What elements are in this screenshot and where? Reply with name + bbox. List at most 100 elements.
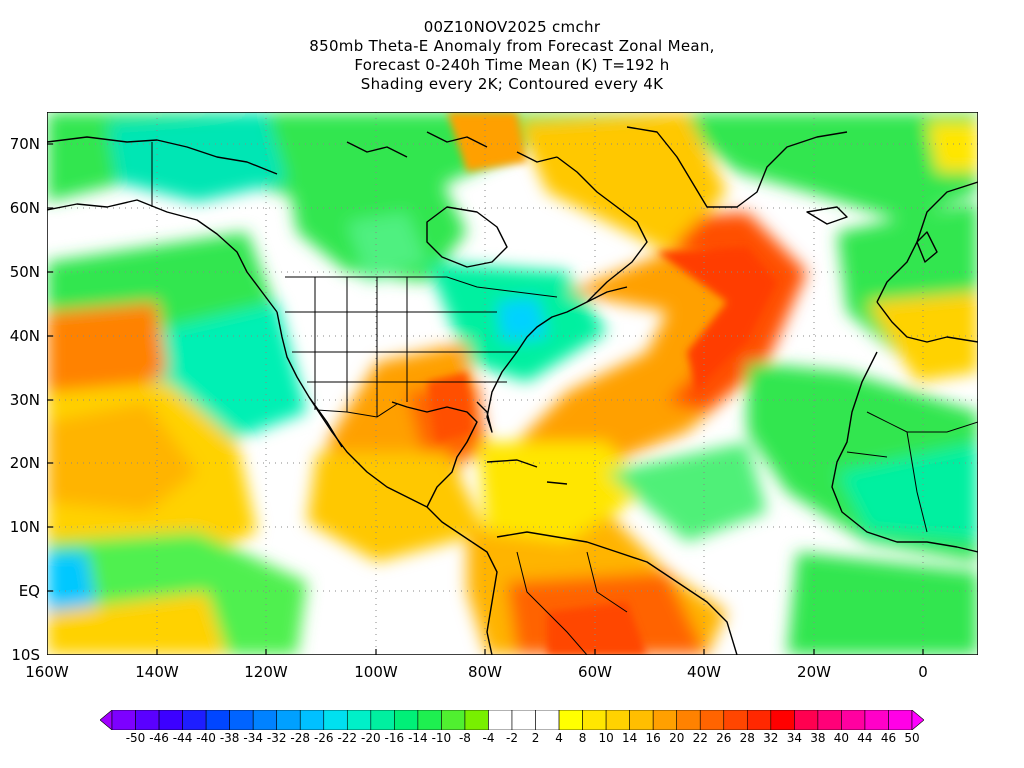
lat-label-50n: 50N [9,263,40,281]
colorbar-swatch [605,710,630,730]
lat-label-20n: 20N [9,454,40,472]
colorbar-tick-label: 8 [578,731,587,745]
lon-label-120w: 120W [244,663,288,681]
colorbar-tick-label: 38 [810,731,826,745]
colorbar-tick-label: -32 [266,731,287,745]
colorbar-tick-label: -44 [172,731,193,745]
colorbar-tick-label: -40 [196,731,216,745]
title-line-1: 00Z10NOV2025 cmchr [423,18,601,36]
lon-label-60w: 60W [578,663,612,681]
lat-label-30n: 30N [9,391,40,409]
colorbar-tick-label: -2 [506,731,518,745]
colorbar-tick-label: 10 [598,731,614,745]
colorbar-tick-label: -50 [125,731,146,745]
colorbar-swatch [111,710,136,730]
lon-label-20w: 20W [797,663,831,681]
colorbar-swatch [417,710,442,730]
title-line-4: Shading every 2K; Contoured every 4K [360,75,664,93]
political-borders [151,142,978,655]
colorbar-tick-label: -8 [458,731,471,745]
colorbar-tick-label: -28 [290,731,311,745]
colorbar-swatch [135,710,160,730]
colorbar-arrow-left [100,710,113,730]
theta-e-anomaly-map [47,112,978,655]
lat-label-60n: 60N [9,199,40,217]
colorbar-swatch [511,710,536,730]
lat-label-40n: 40N [9,327,40,345]
colorbar [100,710,924,730]
colorbar-swatch [370,710,395,730]
lat-label-eq: EQ [18,582,40,600]
colorbar-swatch [888,710,913,730]
anomaly-shading-detail [427,112,777,655]
colorbar-tick-label: 26 [716,731,732,745]
lon-label-100w: 100W [354,663,398,681]
colorbar-swatch [346,710,372,730]
colorbar-swatch [394,710,419,730]
colorbar-tick-label: -10 [431,731,452,745]
lon-label-80w: 80W [468,663,502,681]
lat-label-10n: 10N [9,518,40,536]
colorbar-swatch [158,710,183,730]
colorbar-swatch [299,710,325,730]
colorbar-swatch [746,710,772,730]
map-panel [47,112,978,655]
lat-label-10s: 10S [11,646,40,664]
colorbar-swatch [558,710,583,730]
colorbar-tick-label: 40 [833,731,850,745]
colorbar-tick-label: 44 [857,731,873,745]
colorbar-tick-label: 2 [531,731,540,745]
colorbar-tick-label: 34 [786,731,802,745]
map-title: 00Z10NOV2025 cmchr 850mb Theta-E Anomaly… [0,18,1024,94]
colorbar-tick-label: 50 [904,731,920,745]
colorbar-swatch [629,710,654,730]
lon-label-40w: 40W [687,663,721,681]
lon-label-160w: 160W [25,663,69,681]
colorbar-swatch [676,710,701,730]
colorbar-tick-label: -26 [313,731,334,745]
colorbar-swatch [205,710,230,730]
colorbar-tick-label: -34 [243,731,263,745]
colorbar-tick-label: -14 [408,731,428,745]
lon-label-140w: 140W [135,663,179,681]
colorbar-tick-label: -22 [337,731,358,745]
colorbar-swatch [441,710,466,730]
colorbar-tick-label: 46 [880,731,897,745]
colorbar-swatch [182,710,207,730]
colorbar-tick-label: -4 [482,731,495,745]
colorbar-swatch [488,710,513,730]
title-line-3: Forecast 0-240h Time Mean (K) T=192 h [354,56,670,74]
title-line-2: 850mb Theta-E Anomaly from Forecast Zona… [309,37,715,55]
colorbar-swatch [464,710,489,730]
colorbar-tick-label: 28 [739,731,755,745]
colorbar-swatch [276,710,301,730]
colorbar-swatch [817,710,842,730]
colorbar-tick-label: -46 [149,731,169,745]
colorbar-tick-label: 4 [555,731,563,745]
anomaly-shading [47,112,978,655]
colorbar-swatch [864,710,889,730]
colorbar-swatch [582,710,607,730]
colorbar-swatch [794,710,819,730]
lat-label-70n: 70N [9,135,40,153]
colorbar-swatch [723,710,748,730]
coastlines [47,126,978,655]
lon-label-0: 0 [918,663,928,681]
colorbar-swatch [699,710,725,730]
colorbar-swatch [841,710,866,730]
colorbar-tick-label: -38 [219,731,240,745]
colorbar-swatch [535,710,560,730]
colorbar-tick-label: 16 [645,731,661,745]
colorbar-swatch [323,710,348,730]
colorbar-tick-label: 20 [669,731,685,745]
colorbar-tick-label: 32 [763,731,779,745]
colorbar-swatch [652,710,678,730]
colorbar-swatch [252,710,278,730]
colorbar-tick-label: -20 [361,731,381,745]
colorbar-arrow-right [911,710,924,730]
colorbar-tick-label: -16 [384,731,405,745]
colorbar-swatch [770,710,795,730]
axis-ticks [47,143,924,655]
colorbar-swatch [229,710,254,730]
colorbar-tick-label: 22 [692,731,708,745]
